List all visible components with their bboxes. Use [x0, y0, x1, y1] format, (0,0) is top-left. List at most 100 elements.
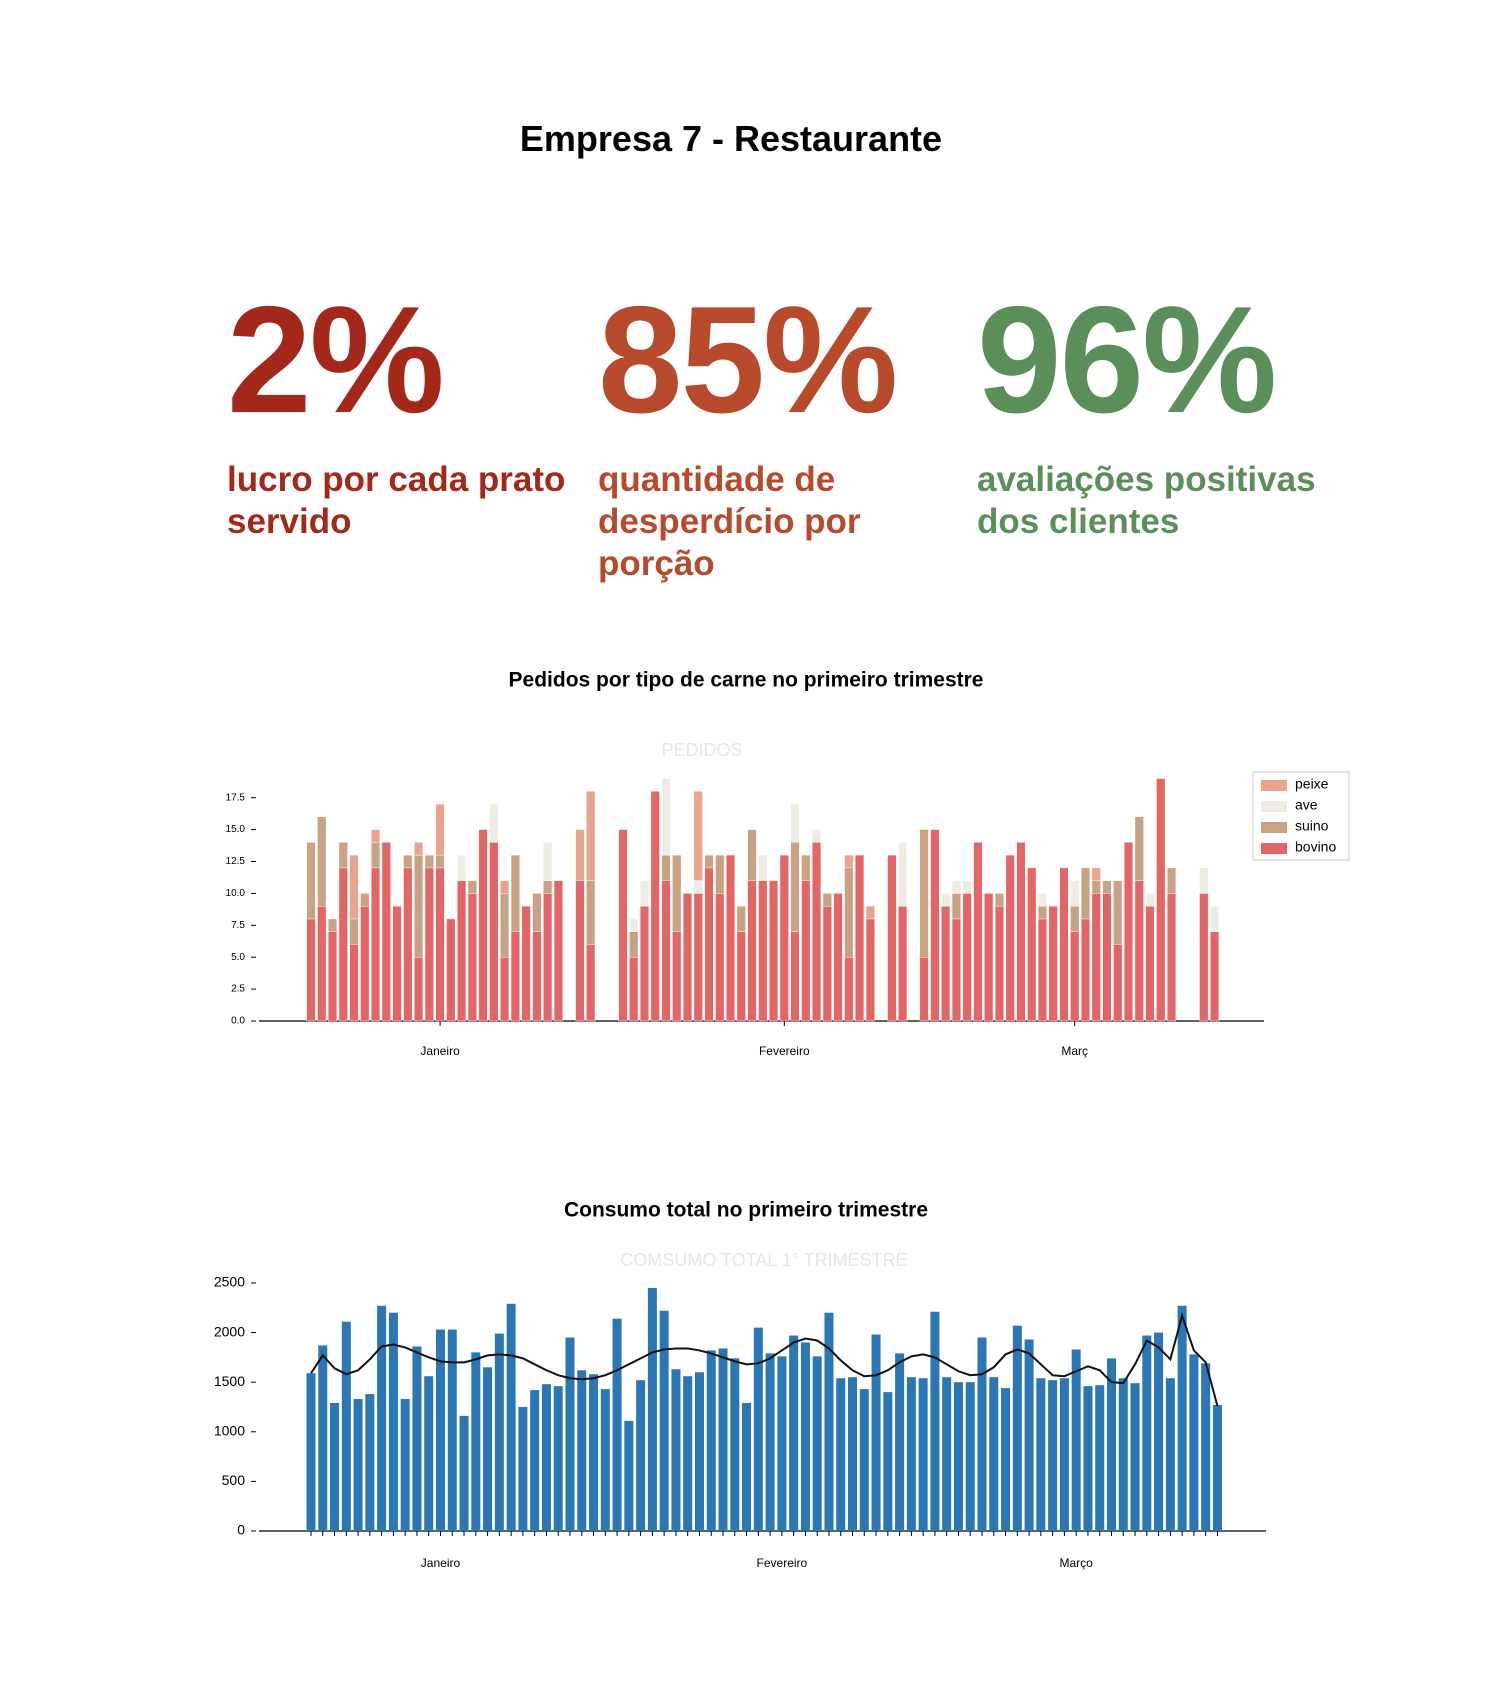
bar-segment	[392, 905, 402, 1022]
bar-segment	[435, 867, 445, 1022]
bar-segment	[360, 893, 370, 907]
bar	[318, 1345, 328, 1531]
bar-segment	[951, 893, 961, 920]
bar-segment	[500, 956, 510, 1022]
bar-segment	[1102, 880, 1112, 894]
y-tick-label: 17.5	[226, 792, 246, 803]
bar	[541, 1384, 551, 1531]
bar-segment	[317, 816, 327, 907]
bar	[1071, 1349, 1081, 1531]
legend-label: bovino	[1295, 839, 1336, 855]
bar	[1106, 1358, 1116, 1531]
bar-segment	[500, 880, 510, 894]
bar-segment	[844, 956, 854, 1022]
bar-segment	[898, 842, 908, 907]
bar	[883, 1392, 893, 1531]
bar-segment	[1070, 880, 1080, 907]
kpi-value: 96%	[977, 275, 1277, 445]
chart-title: Consumo total no primeiro trimestre	[564, 1199, 928, 1222]
bar	[483, 1367, 493, 1531]
bar-segment	[381, 842, 391, 1022]
y-tick-label: 5.0	[231, 952, 245, 963]
bar-segment	[532, 893, 542, 932]
bar	[1118, 1378, 1128, 1531]
y-tick-label: 1000	[214, 1422, 245, 1438]
bar	[435, 1329, 445, 1531]
bar	[365, 1394, 375, 1531]
bar-segment	[1102, 893, 1112, 1022]
bar-segment	[521, 905, 531, 1022]
bar-segment	[715, 893, 725, 1022]
bar-segment	[338, 867, 348, 1022]
bar-segment	[812, 829, 822, 843]
bar-segment	[726, 854, 736, 1022]
legend-label: ave	[1295, 797, 1318, 813]
bar-segment	[317, 905, 327, 1022]
bar-segment	[457, 854, 467, 881]
bar-segment	[1145, 893, 1155, 907]
bar	[1012, 1325, 1022, 1531]
bar	[424, 1376, 434, 1531]
bar-segment	[1037, 905, 1047, 920]
bar	[1142, 1335, 1152, 1531]
bar	[506, 1303, 516, 1531]
bar-segment	[489, 842, 499, 1022]
bar-segment	[661, 880, 671, 1022]
bar-segment	[435, 854, 445, 869]
kpi: 85% quantidade de desperdício por porção	[598, 284, 898, 585]
kpi-label: lucro por cada prato servido	[227, 460, 566, 541]
bar-segment	[1210, 905, 1220, 932]
x-tick-label: Março	[1060, 1556, 1094, 1570]
bar-segment	[1145, 905, 1155, 1022]
bar	[694, 1372, 704, 1531]
bar	[1083, 1386, 1093, 1531]
bar-segment	[543, 842, 553, 881]
bar	[730, 1358, 740, 1531]
bar	[906, 1377, 916, 1531]
bar	[871, 1334, 881, 1531]
bar-segment	[639, 880, 649, 907]
bar	[800, 1342, 810, 1531]
bar-segment	[1113, 880, 1123, 945]
bar-segment	[510, 931, 520, 1022]
bar-segment	[661, 778, 671, 856]
bar-segment	[510, 854, 520, 932]
bar-segment	[704, 867, 714, 1022]
bar	[1095, 1385, 1105, 1531]
trend-line	[310, 1312, 1219, 1407]
bar	[777, 1356, 787, 1531]
bar-segment	[467, 893, 477, 1022]
bar	[518, 1406, 528, 1531]
bar	[977, 1337, 987, 1531]
bar-segment	[618, 829, 628, 1022]
bar-segment	[769, 880, 779, 1022]
bar-segment	[736, 931, 746, 1022]
bar-segment	[414, 842, 424, 856]
bar	[388, 1312, 398, 1531]
bar-segment	[790, 931, 800, 1022]
bar-segment	[553, 880, 563, 1022]
y-tick-label: 10.0	[226, 888, 246, 899]
kpi: 96% avaliações positivas dos clientes	[977, 275, 1377, 543]
legend-swatch	[1261, 843, 1287, 854]
bar-segment	[446, 918, 456, 1022]
bar-segment	[844, 854, 854, 869]
bar	[989, 1377, 999, 1531]
bar-segment	[1199, 893, 1209, 1022]
bar-segment	[338, 842, 348, 869]
bar	[965, 1382, 975, 1531]
legend-label: suino	[1295, 818, 1329, 834]
bar-segment	[855, 854, 865, 1022]
bar-segment	[1210, 931, 1220, 1022]
bar-segment	[715, 854, 725, 894]
bar-segment	[1080, 867, 1090, 920]
legend-swatch	[1261, 780, 1287, 791]
bar	[1036, 1378, 1046, 1531]
bar-segment	[371, 842, 381, 869]
bar	[836, 1378, 846, 1531]
bar-segment	[736, 905, 746, 932]
bar-segment	[1059, 867, 1069, 1022]
bar-segment	[779, 854, 789, 1022]
bar-segment	[349, 918, 359, 945]
bar	[636, 1380, 646, 1531]
